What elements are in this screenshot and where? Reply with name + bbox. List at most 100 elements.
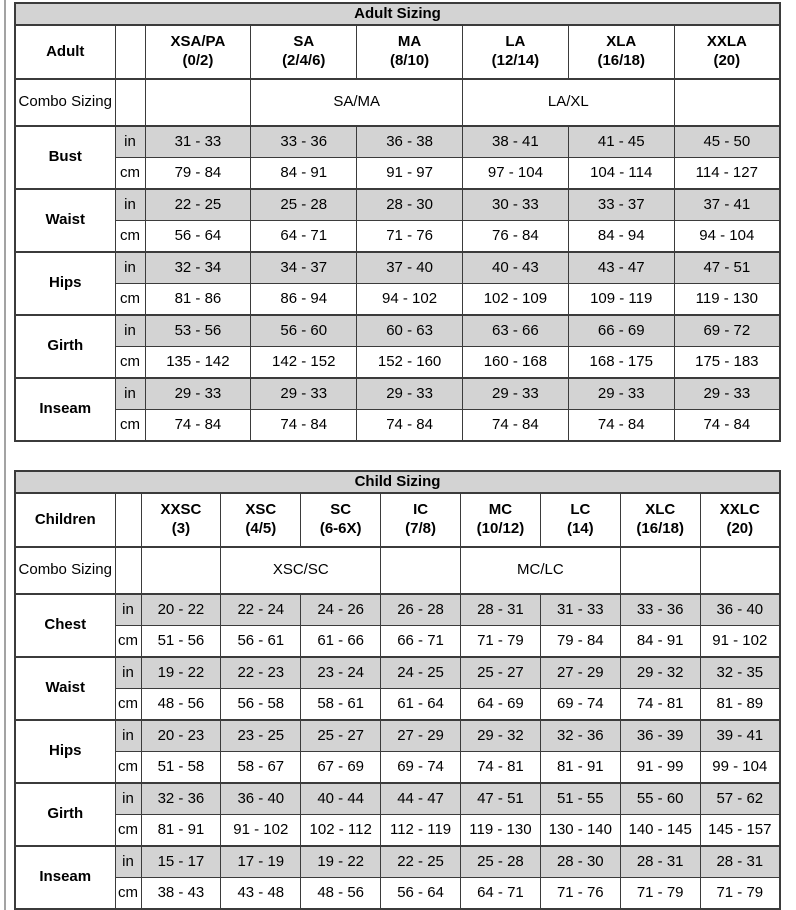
size-value-cm: 81 - 86 [144,283,252,316]
size-value-in: 17 - 19 [220,845,302,878]
size-column-header: SC (6-6X) [300,492,382,548]
size-value-cm: 71 - 76 [539,877,621,910]
size-value-cm: 81 - 91 [140,814,222,847]
size-value-cm: 79 - 84 [144,157,252,190]
size-value-in: 44 - 47 [380,782,461,815]
size-column-header: SA (2/4/6) [250,24,358,80]
measurement-row-in: Hips in 32 - 34 34 - 37 37 - 40 40 - 43 43 - 4… [14,251,781,316]
size-value-cm: 74 - 84 [144,409,252,442]
size-value-cm: 56 - 58 [220,688,302,721]
sizing-tables-content: Adult Sizing Adult XSA/PA (0/2) SA (2/4/6) MA(… [14,2,781,910]
measurement-row-cm: cm 56 - 64 64 - 71 71 - 76 76 - 84 84 - 94 94 … [15,220,781,253]
size-value-in: 60 - 63 [356,314,463,347]
size-value-cm: 79 - 84 [539,625,621,658]
size-value-cm: 160 - 168 [461,346,569,379]
size-value-cm: 104 - 114 [567,157,675,190]
size-value-in: 29 - 33 [673,377,781,410]
size-value-in: 32 - 34 [144,251,252,284]
combo-size-cell [699,546,781,595]
measurement-label: Chest [14,593,116,658]
combo-size-cell [144,78,252,127]
size-column-header: XLA (16/18) [567,24,675,80]
measurement-row-in: Hips in 20 - 23 23 - 25 25 - 27 27 - 29 29 - 3… [14,719,781,784]
size-value-in: 40 - 44 [300,782,382,815]
combo-sizing-row: Combo Sizing XSC/SC MC/LC [14,546,781,595]
size-column-header: XSC (4/5) [220,492,302,548]
size-value-cm: 48 - 56 [140,688,222,721]
size-value-cm: 64 - 71 [250,220,358,253]
size-value-cm: 74 - 81 [619,688,701,721]
combo-size-cell: XSC/SC [220,546,382,595]
size-value-in: 34 - 37 [250,251,358,284]
size-value-cm: 51 - 58 [140,751,222,784]
combo-size-cell [140,546,222,595]
measurement-row-in: Bust in 31 - 33 33 - 36 36 - 38 38 - 41 41 - 4… [14,125,781,190]
size-value-cm: 140 - 145 [619,814,701,847]
size-value-cm: 114 - 127 [673,157,781,190]
measurement-label: Girth [14,782,116,847]
size-value-cm: 84 - 94 [567,220,675,253]
size-value-cm: 102 - 112 [300,814,382,847]
unit-label-cm: cm [114,409,146,442]
measurement-row-cm: cm 81 - 91 91 - 102 102 - 112 112 - 119 119 -… [15,814,781,847]
size-value-cm: 102 - 109 [461,283,569,316]
size-value-in: 40 - 43 [461,251,569,284]
size-value-cm: 119 - 130 [460,814,541,847]
size-value-in: 32 - 36 [539,719,621,752]
size-value-cm: 56 - 64 [144,220,252,253]
size-value-in: 32 - 36 [140,782,222,815]
size-value-in: 29 - 33 [461,377,569,410]
unit-label-cm: cm [114,625,142,658]
size-value-in: 31 - 33 [144,125,252,158]
size-value-cm: 56 - 61 [220,625,302,658]
adult-sizing-table: Adult Sizing Adult XSA/PA (0/2) SA (2/4/6) MA(… [14,2,781,442]
size-value-in: 56 - 60 [250,314,358,347]
measurement-row-cm: cm 79 - 84 84 - 91 91 - 97 97 - 104 104 - 114… [15,157,781,190]
size-value-in: 36 - 38 [356,125,463,158]
size-value-cm: 84 - 91 [619,625,701,658]
size-value-cm: 67 - 69 [300,751,382,784]
unit-label-in: in [114,782,142,815]
size-value-in: 36 - 40 [699,593,781,626]
measurement-row-in: Inseam in 15 - 17 17 - 19 19 - 22 22 - 25 25 -… [14,845,781,910]
corner-label: Children [14,492,116,548]
measurement-row-in: Waist in 19 - 22 22 - 23 23 - 24 24 - 25 25 - … [14,656,781,721]
unit-label-in: in [114,188,146,221]
size-value-in: 23 - 24 [300,656,382,689]
combo-size-cell: MC/LC [460,546,621,595]
size-value-in: 41 - 45 [567,125,675,158]
size-value-cm: 81 - 91 [539,751,621,784]
size-column-header: IC (7/8) [380,492,461,548]
size-value-cm: 71 - 79 [460,625,541,658]
size-value-in: 24 - 26 [300,593,382,626]
measurement-row-in: Inseam in 29 - 33 29 - 33 29 - 33 29 - 33 29 -… [14,377,781,442]
size-value-in: 29 - 33 [567,377,675,410]
size-value-cm: 168 - 175 [567,346,675,379]
size-value-cm: 69 - 74 [380,751,461,784]
unit-label-cm: cm [114,751,142,784]
size-value-cm: 48 - 56 [300,877,382,910]
size-value-in: 33 - 37 [567,188,675,221]
unit-label-in: in [114,314,146,347]
size-value-in: 30 - 33 [461,188,569,221]
size-value-cm: 74 - 84 [461,409,569,442]
size-value-in: 22 - 23 [220,656,302,689]
size-value-cm: 91 - 102 [220,814,302,847]
size-column-header: LC (14) [539,492,621,548]
size-value-cm: 130 - 140 [539,814,621,847]
size-value-cm: 81 - 89 [699,688,781,721]
unit-label-cm: cm [114,220,146,253]
size-column-header: XXSC (3) [140,492,222,548]
corner-label: Adult [14,24,116,80]
unit-label-in: in [114,845,142,878]
size-value-cm: 71 - 76 [356,220,463,253]
size-value-in: 19 - 22 [300,845,382,878]
unit-label-in: in [114,719,142,752]
size-value-cm: 91 - 97 [356,157,463,190]
size-value-in: 20 - 23 [140,719,222,752]
size-value-in: 37 - 40 [356,251,463,284]
unit-column-header [114,492,142,548]
size-column-header: MA (8/10) [356,24,463,80]
size-value-in: 22 - 24 [220,593,302,626]
